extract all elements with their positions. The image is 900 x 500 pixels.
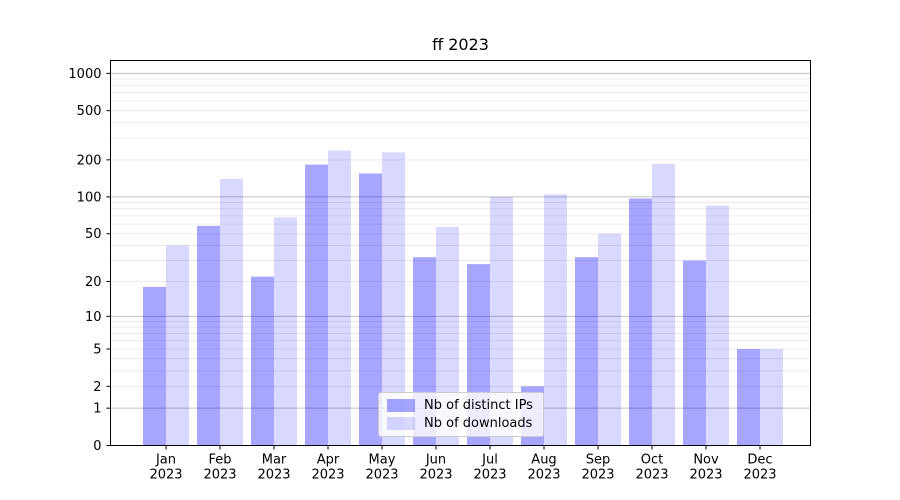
- x-tick-label: Sep 2023: [581, 453, 614, 483]
- y-tick-label: 1: [93, 402, 101, 417]
- bar-downloads: [274, 217, 297, 446]
- y-tick-label: 2: [93, 380, 101, 395]
- bar-distinct-ips: [251, 276, 274, 446]
- legend-item-distinct-ips: Nb of distinct IPs: [387, 398, 535, 413]
- bar-downloads: [652, 164, 675, 446]
- y-tick-label: 50: [85, 227, 102, 242]
- bar-downloads: [382, 152, 405, 446]
- bar-distinct-ips: [683, 260, 706, 446]
- legend-label-downloads: Nb of downloads: [424, 416, 533, 431]
- x-tick-label: Aug 2023: [527, 453, 560, 483]
- x-tick-label: Dec 2023: [743, 453, 776, 483]
- y-tick-label: 200: [77, 153, 102, 168]
- y-tick-label: 5: [93, 342, 101, 357]
- legend-swatch-downloads-icon: [387, 417, 415, 430]
- bar-distinct-ips: [359, 173, 382, 446]
- bar-distinct-ips: [197, 225, 220, 446]
- y-tick-label: 1000: [68, 67, 101, 82]
- legend: Nb of distinct IPs Nb of downloads: [378, 392, 544, 437]
- plot-frame: [110, 60, 811, 446]
- y-tick-label: 20: [85, 275, 102, 290]
- y-tick-label: 10: [85, 310, 102, 325]
- bar-downloads: [706, 205, 729, 446]
- bar-distinct-ips: [737, 348, 760, 446]
- legend-item-downloads: Nb of downloads: [387, 416, 535, 431]
- x-tick-label: Apr 2023: [311, 453, 344, 483]
- chart-title: ff 2023: [432, 35, 489, 54]
- x-tick-label: Jan 2023: [149, 453, 182, 483]
- bar-downloads: [328, 150, 351, 446]
- bar-downloads: [544, 194, 567, 446]
- y-tick-label: 500: [77, 104, 102, 119]
- bar-distinct-ips: [305, 164, 328, 446]
- x-tick-label: Mar 2023: [257, 453, 290, 483]
- legend-label-distinct-ips: Nb of distinct IPs: [424, 398, 533, 413]
- x-tick-label: Oct 2023: [635, 453, 668, 483]
- y-tick-label: 100: [77, 190, 102, 205]
- x-tick-label: May 2023: [365, 453, 398, 483]
- bar-downloads: [166, 245, 189, 446]
- bar-distinct-ips: [143, 286, 166, 446]
- x-tick-label: Nov 2023: [689, 453, 722, 483]
- x-tick-label: Jul 2023: [473, 453, 506, 483]
- bar-downloads: [220, 178, 243, 446]
- legend-swatch-distinct-ips-icon: [387, 399, 415, 412]
- bar-downloads: [490, 196, 513, 446]
- bar-distinct-ips: [575, 257, 598, 446]
- x-tick-label: Jun 2023: [419, 453, 452, 483]
- x-tick-label: Feb 2023: [203, 453, 236, 483]
- bar-downloads: [598, 233, 621, 446]
- y-tick-label: 0: [93, 439, 101, 454]
- bar-downloads: [760, 348, 783, 446]
- bar-distinct-ips: [629, 198, 652, 446]
- bar-downloads: [436, 226, 459, 446]
